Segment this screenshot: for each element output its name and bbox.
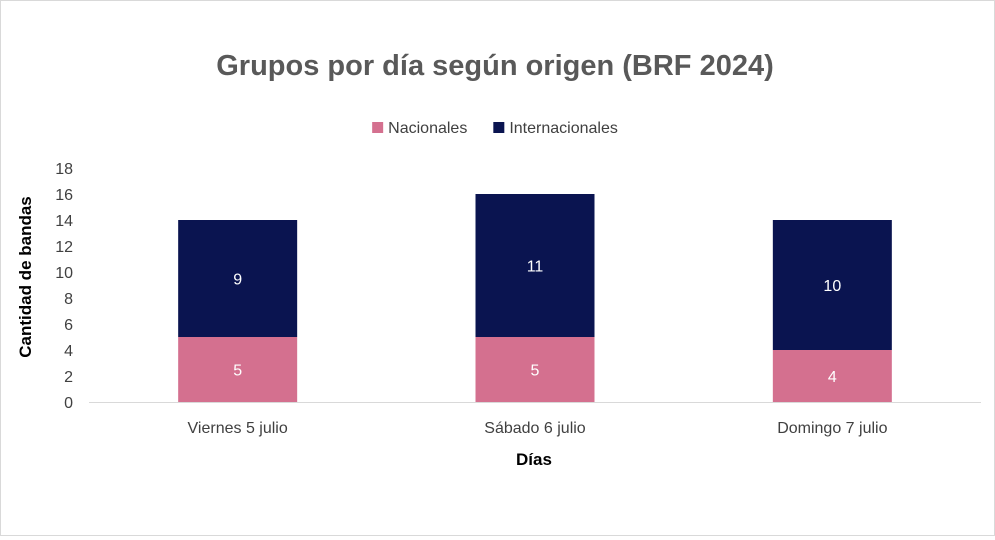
y-tick-label: 0 [64, 395, 73, 412]
y-tick-label: 12 [55, 239, 73, 256]
bar-segment [772, 220, 892, 350]
x-axis: Viernes 5 julio Sábado 6 julio Domingo 7 j… [89, 402, 981, 437]
y-axis: 0 2 4 6 8 10 12 14 16 18 [55, 161, 73, 412]
legend-swatch [372, 122, 384, 133]
x-category-label: Sábado 6 julio [484, 420, 586, 437]
bars: 5 9 5 11 4 10 [178, 194, 892, 402]
x-category-label: Viernes 5 julio [188, 420, 288, 437]
bar-segment [178, 220, 298, 337]
legend-item: Internacionales [493, 120, 618, 137]
data-label: 5 [233, 363, 242, 380]
legend-item: Nacionales [372, 120, 467, 137]
legend-label: Nacionales [388, 120, 467, 137]
y-tick-label: 10 [55, 265, 73, 282]
x-axis-title: Días [516, 450, 552, 469]
data-label: 10 [823, 278, 841, 295]
y-tick-label: 14 [55, 213, 73, 230]
data-label: 4 [828, 369, 837, 386]
data-label: 11 [527, 259, 544, 276]
bar-segment [475, 194, 595, 337]
chart-title: Grupos por día según origen (BRF 2024) [216, 50, 774, 82]
legend-label: Internacionales [509, 120, 618, 137]
y-tick-label: 16 [55, 187, 73, 204]
data-label: 9 [233, 272, 242, 289]
y-tick-label: 2 [64, 369, 73, 386]
y-tick-label: 6 [64, 317, 73, 334]
data-label: 5 [531, 363, 540, 380]
x-category-label: Domingo 7 julio [777, 420, 887, 437]
y-tick-label: 4 [64, 343, 73, 360]
legend: Nacionales Internacionales [372, 120, 618, 137]
bar-segment [475, 337, 595, 402]
legend-swatch [493, 122, 505, 133]
y-axis-title: Cantidad de bandas [16, 196, 35, 358]
y-tick-label: 8 [64, 291, 73, 308]
y-tick-label: 18 [55, 161, 73, 178]
bar-segment [178, 337, 298, 402]
bar-segment [772, 350, 892, 402]
